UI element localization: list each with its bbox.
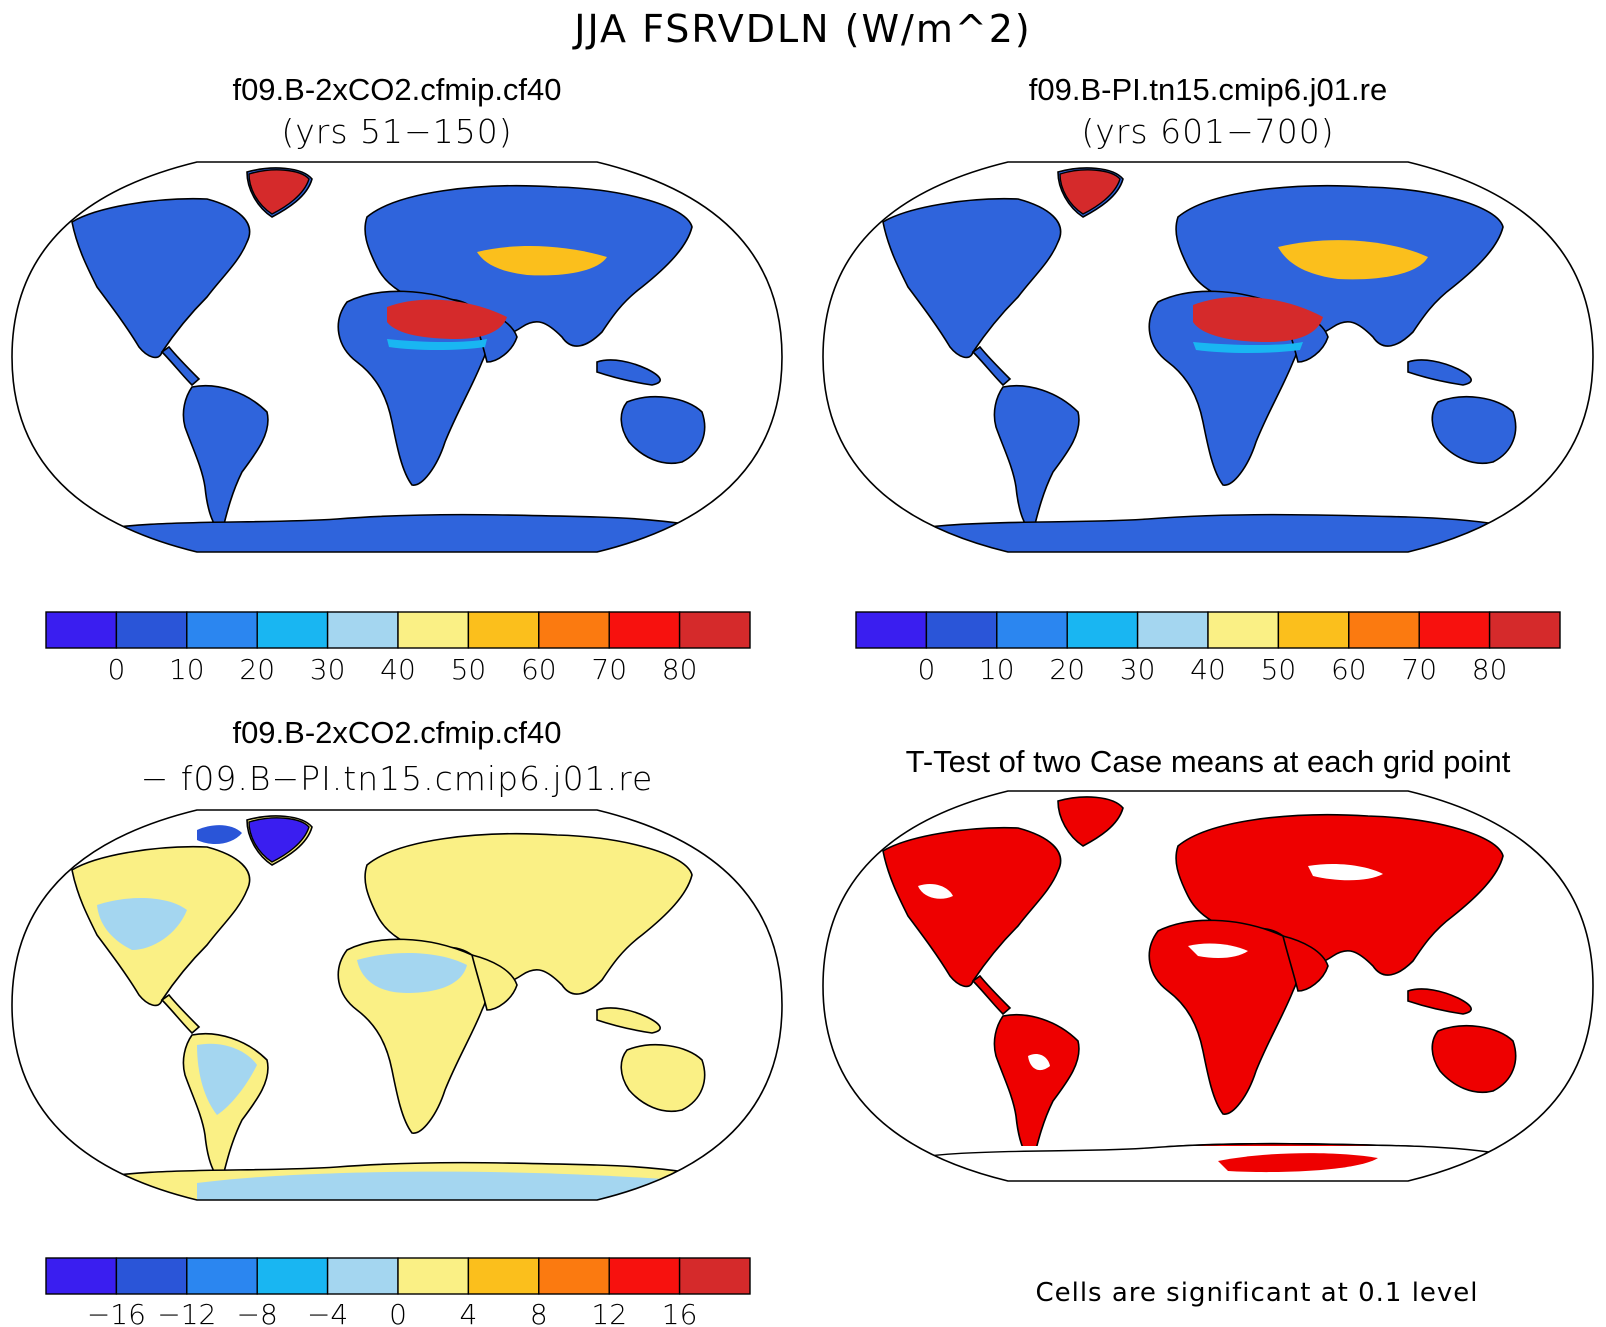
colorbar-tick-label: 20 [1049,653,1085,686]
colorbar-tick-label: 16 [662,1298,698,1327]
colorbar-swatch [326,1257,399,1295]
colorbar-swatch [538,1257,610,1295]
colorbar-tick-label: 10 [979,653,1015,686]
colorbar-swatch [678,1257,751,1295]
colorbar-swatch [1348,611,1420,649]
panel-subtitle-diff: − f09.B−PI.tn15.cmip6.j01.re [141,759,654,798]
colorbar-swatch [397,611,470,649]
ttest-significance-note: Cells are significant at 0.1 level [1035,1278,1478,1308]
colorbar-swatch [608,1257,681,1295]
sahara-hot-region [1193,296,1323,342]
colorbar-swatch [397,1257,470,1295]
sahara-hot-region [387,299,507,339]
colorbar-tick-label: −4 [307,1298,348,1327]
colorbar-swatch [326,611,399,649]
colorbar-tick-label: 0 [917,653,935,686]
colorbar-swatch [186,1257,258,1295]
insignificant-patch [918,884,953,899]
colorbar-swatch [925,611,998,649]
colorbar-diff: −16 −12 −8 −4 0 4 8 12 16 [45,1257,751,1327]
greenland-negative-region [248,817,310,863]
map-case2 [822,161,1594,553]
colorbar-swatch [256,611,329,649]
colorbar-tick-label: 30 [310,653,346,686]
colorbar-tick-label: 10 [169,653,205,686]
panel-title-case1: f09.B-2xCO2.cfmip.cf40 [232,72,561,107]
colorbar-swatch [256,1257,329,1295]
colorbar-tick-label: 8 [530,1298,548,1327]
insignificant-patch [1188,943,1248,959]
colorbar-tick-label: 30 [1120,653,1156,686]
colorbar-case2: 0 10 20 30 40 50 60 70 80 [855,611,1561,686]
colorbar-swatch [1207,611,1280,649]
panel-subtitle-case1: (yrs 51−150) [281,112,512,151]
greenland-hot-region [248,169,310,215]
colorbar-tick-label: 60 [1331,653,1367,686]
south-america-light-blue-region [197,1043,257,1115]
colorbar-tick-label: 60 [521,653,557,686]
greenland-hot-region [1059,169,1121,215]
colorbar-swatch [45,611,118,649]
panel-title-diff: f09.B-2xCO2.cfmip.cf40 [232,715,561,750]
panel-title-ttest: T-Test of two Case means at each grid po… [906,744,1511,779]
antarctica-significant-patch [1218,1153,1378,1173]
colorbar-swatch [1136,611,1209,649]
colorbar-tick-label: 80 [662,653,698,686]
colorbar-swatch [855,611,928,649]
colorbar-tick-label: 50 [451,653,487,686]
colorbar-swatch [467,611,540,649]
sahel-band [387,339,487,350]
colorbar-tick-label: 70 [1401,653,1437,686]
insignificant-patch [1028,1054,1050,1071]
colorbar-tick-label: −8 [237,1298,278,1327]
colorbar-tick-label: 70 [591,653,627,686]
antarctica-mask [863,1146,1553,1181]
colorbar-swatch [678,611,751,649]
colorbar-tick-label: 40 [1190,653,1226,686]
colorbar-swatch [1488,611,1561,649]
colorbar-swatch [608,611,681,649]
colorbar-tick-label: 4 [459,1298,477,1327]
colorbar-swatch [115,611,188,649]
map-case1 [11,161,783,553]
map-diff [11,809,783,1201]
panel-title-case2: f09.B-PI.tn15.cmip6.j01.re [1029,72,1387,107]
colorbar-tick-label: 0 [107,653,125,686]
colorbar-swatch [115,1257,188,1295]
colorbar-swatch [996,611,1068,649]
colorbar-tick-label: −16 [87,1298,146,1327]
colorbar-tick-label: 20 [239,653,275,686]
colorbar-swatch [1066,611,1139,649]
colorbar-tick-label: 40 [380,653,416,686]
colorbar-tick-label: −12 [157,1298,216,1327]
arctic-canada-negative-region [197,825,242,845]
asia-warm-region [1278,240,1428,280]
antarctica-coast [877,1142,1554,1169]
colorbar-case1: 0 10 20 30 40 50 60 70 80 [45,611,751,686]
antarctica-light-blue-region [197,1171,677,1200]
panel-subtitle-case2: (yrs 601−700) [1081,112,1334,151]
insignificant-patch [1308,863,1383,881]
colorbar-tick-label: 12 [591,1298,627,1327]
map-ttest [822,790,1594,1182]
colorbar-tick-label: 0 [389,1298,407,1327]
colorbar-swatch [1418,611,1491,649]
colorbar-swatch [186,611,258,649]
africa-light-blue-region [357,953,467,993]
colorbar-swatch [45,1257,118,1295]
colorbar-tick-label: 50 [1261,653,1297,686]
asia-warm-region [477,245,607,276]
figure-title: JJA FSRVDLN (W/m^2) [572,7,1031,51]
north-america-light-blue-region [97,898,187,950]
colorbar-tick-label: 80 [1472,653,1508,686]
colorbar-swatch [467,1257,540,1295]
sahel-band [1193,342,1303,353]
colorbar-swatch [1277,611,1350,649]
colorbar-swatch [538,611,610,649]
